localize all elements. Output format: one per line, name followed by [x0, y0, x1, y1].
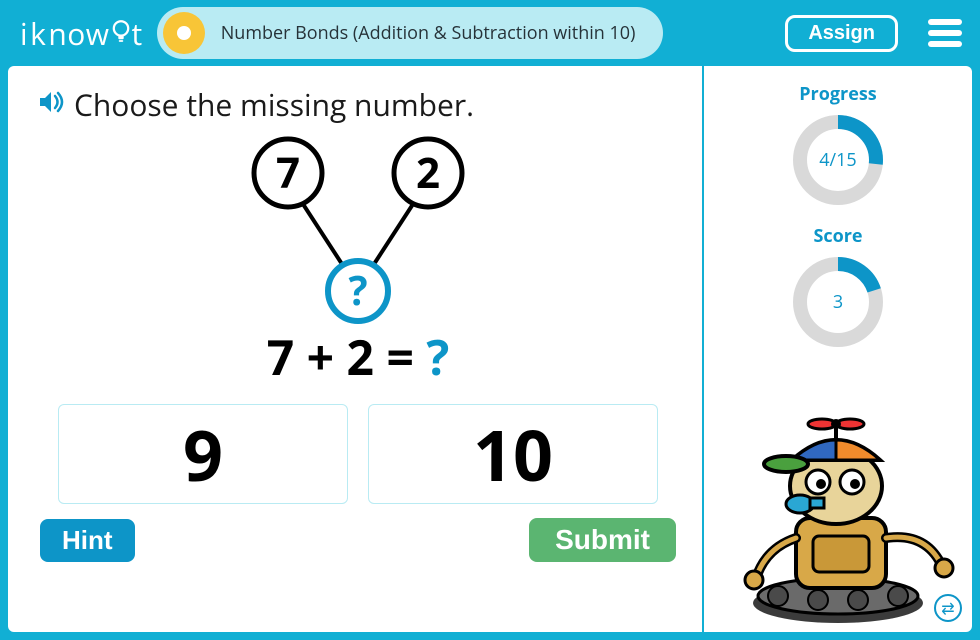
mascot-robot: [718, 408, 968, 628]
lesson-title-pill: Number Bonds (Addition & Subtraction wit…: [157, 7, 664, 59]
progress-label: Progress: [799, 82, 877, 106]
score-label: Score: [813, 224, 862, 248]
score-gauge: 3: [788, 252, 888, 352]
progress-gauge: 4/15: [788, 110, 888, 210]
stage: Choose the missing number. 7 2 ? 7 + 2 =…: [8, 66, 972, 632]
progress-value: 4/15: [788, 110, 888, 210]
answer-choice-1[interactable]: 10: [368, 404, 658, 504]
app-frame: iknow t Number Bonds (Addition & Subtrac…: [0, 0, 980, 640]
menu-icon[interactable]: [928, 19, 962, 47]
equation-lhs: 7 + 2 =: [267, 325, 414, 390]
question-area: Choose the missing number. 7 2 ? 7 + 2 =…: [8, 66, 702, 632]
lesson-title: Number Bonds (Addition & Subtraction wit…: [221, 21, 636, 45]
number-bond-diagram: 7 2 ?: [228, 131, 488, 331]
hint-button[interactable]: Hint: [40, 519, 135, 562]
read-aloud-icon[interactable]: [38, 90, 66, 119]
assign-button[interactable]: Assign: [785, 15, 898, 52]
bond-part-left: 7: [276, 144, 300, 201]
equation-unknown: ?: [426, 325, 449, 390]
equation: 7 + 2 = ?: [267, 325, 450, 390]
score-value: 3: [788, 252, 888, 352]
question-prompt: Choose the missing number.: [74, 84, 474, 125]
top-bar: iknow t Number Bonds (Addition & Subtrac…: [0, 0, 980, 66]
level-indicator-icon: [163, 12, 205, 54]
answer-choice-0[interactable]: 9: [58, 404, 348, 504]
swap-character-icon[interactable]: ⇄: [934, 594, 962, 622]
brand-logo[interactable]: iknow t: [20, 13, 143, 54]
bond-part-right: 2: [416, 144, 440, 201]
bond-whole: ?: [348, 262, 367, 317]
sidebar: Progress 4/15 Score 3: [702, 66, 972, 632]
submit-button[interactable]: Submit: [529, 518, 676, 562]
answer-choices: 9 10: [38, 404, 678, 504]
